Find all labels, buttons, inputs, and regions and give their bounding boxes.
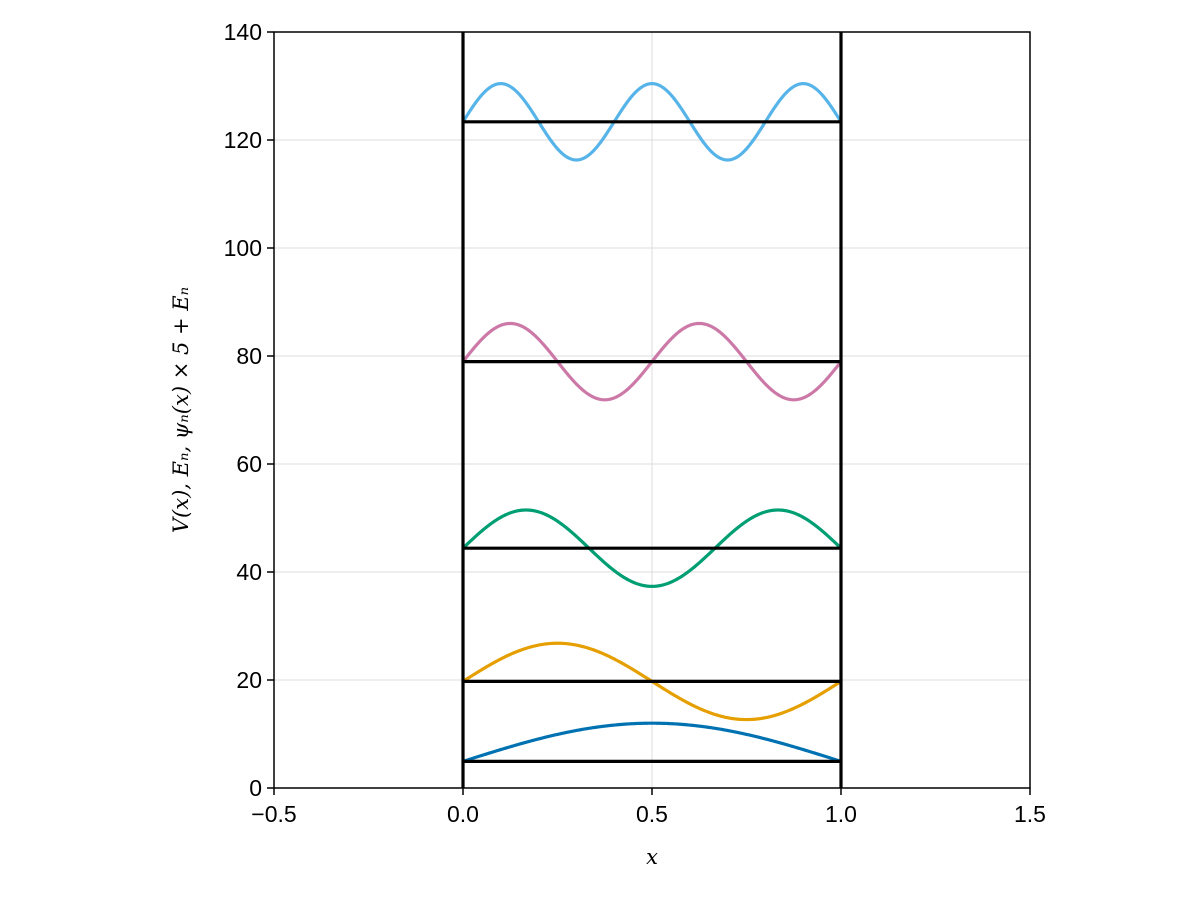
x-tick-label: 0.0 [447, 801, 479, 827]
y-tick-label: 80 [236, 343, 262, 369]
y-tick-label: 60 [236, 451, 262, 477]
y-tick-label: 120 [224, 127, 262, 153]
x-tick-label: 1.0 [825, 801, 857, 827]
x-tick-label: 0.5 [636, 801, 668, 827]
y-tick-label: 140 [224, 19, 262, 45]
x-tick-label: −0.5 [251, 801, 296, 827]
y-tick-label: 0 [249, 775, 262, 801]
y-axis-label: V(x), Eₙ, ψₙ(x) × 5 + Eₙ [169, 287, 193, 533]
grid [274, 32, 1030, 788]
x-axis-label: x [646, 845, 658, 869]
x-tick-label: 1.5 [1014, 801, 1046, 827]
potential-walls [461, 32, 843, 788]
y-tick-label: 40 [236, 559, 262, 585]
axis-ticks: −0.5 0.0 0.5 1.0 1.5 0 20 40 60 80 100 120 140 [224, 19, 1046, 827]
wavefunction-n3 [461, 508, 843, 588]
wavefunction-n1 [462, 721, 842, 763]
y-tick-label: 20 [236, 667, 262, 693]
wavefunction-n5 [461, 82, 843, 162]
y-tick-label: 100 [224, 235, 262, 261]
energy-levels [463, 120, 841, 763]
